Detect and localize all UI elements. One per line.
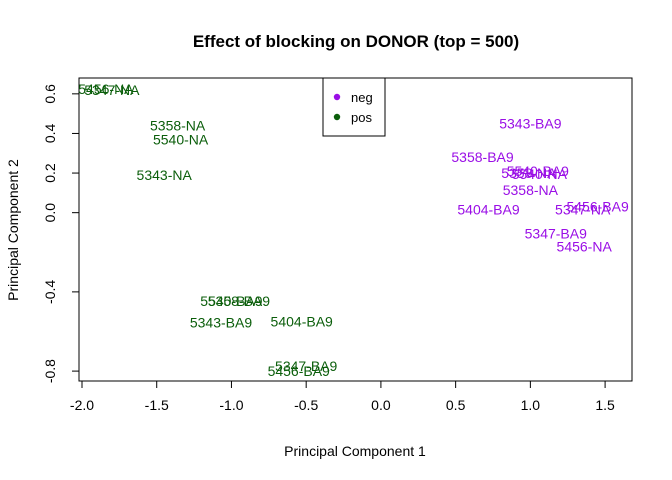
x-tick-label: -0.5 xyxy=(294,397,318,413)
x-tick-label: 0.5 xyxy=(446,397,466,413)
point-label-neg: 5358-BA9 xyxy=(451,149,513,165)
chart-title: Effect of blocking on DONOR (top = 500) xyxy=(193,32,519,51)
legend-label-neg: neg xyxy=(351,90,373,105)
x-tick-label: 1.0 xyxy=(521,397,541,413)
point-label-pos: 5540-BA9 xyxy=(200,293,262,309)
x-tick-label: 0.0 xyxy=(371,397,391,413)
point-label-neg: 5540-NA xyxy=(512,166,568,182)
x-axis-label: Principal Component 1 xyxy=(284,443,426,459)
x-axis: -2.0 -1.5 -1.0 -0.5 0.0 0.5 1.0 1.5 xyxy=(70,380,615,413)
point-label-neg: 5343-BA9 xyxy=(499,116,561,132)
x-tick-label: -1.5 xyxy=(145,397,169,413)
legend-marker-neg xyxy=(333,93,341,101)
x-tick-label: -1.0 xyxy=(219,397,243,413)
x-tick-label: 1.5 xyxy=(595,397,615,413)
point-label-neg: 5404-BA9 xyxy=(457,202,519,218)
point-label-neg: 5347-BA9 xyxy=(525,225,587,241)
y-axis-label: Principal Component 2 xyxy=(5,159,21,301)
point-label-pos: 5540-NA xyxy=(153,131,209,147)
point-label-pos: 5456-NA xyxy=(78,81,134,97)
data-labels-layer: 5343-BA95358-BA95540-BA95358-NA5540-NA53… xyxy=(78,81,629,379)
legend: neg pos xyxy=(322,77,386,137)
legend-box xyxy=(322,77,386,137)
x-tick-label: -2.0 xyxy=(70,397,94,413)
y-tick-label: 0.0 xyxy=(42,203,58,223)
y-tick-label: 0.4 xyxy=(42,124,58,144)
legend-marker-pos xyxy=(333,113,341,121)
point-label-pos: 5343-NA xyxy=(137,167,193,183)
point-label-neg: 5456-BA9 xyxy=(566,199,628,215)
point-label-pos: 5456-BA9 xyxy=(268,363,330,379)
y-axis: -0.8 -0.4 0.0 0.2 0.4 0.6 xyxy=(42,84,80,383)
point-label-pos: 5358-BA9 xyxy=(208,293,270,309)
point-label-pos: 5358-NA xyxy=(150,118,206,134)
y-tick-label: 0.6 xyxy=(42,84,58,104)
point-label-neg: 5358-NA xyxy=(501,165,557,181)
point-label-pos: 5347-BA9 xyxy=(275,358,337,374)
point-label-pos: 5347-NA xyxy=(84,82,140,98)
legend-label-pos: pos xyxy=(351,110,372,125)
point-label-neg: 5540-BA9 xyxy=(507,163,569,179)
point-label-neg: 5456-NA xyxy=(557,238,613,254)
point-label-neg: 5347-NA xyxy=(555,202,611,218)
point-label-pos: 5404-BA9 xyxy=(271,314,333,330)
point-label-neg: 5358-NA xyxy=(503,182,559,198)
y-tick-label: 0.2 xyxy=(42,163,58,183)
y-tick-label: -0.8 xyxy=(42,359,58,383)
point-label-pos: 5343-BA9 xyxy=(190,315,252,331)
y-tick-label: -0.4 xyxy=(42,280,58,304)
